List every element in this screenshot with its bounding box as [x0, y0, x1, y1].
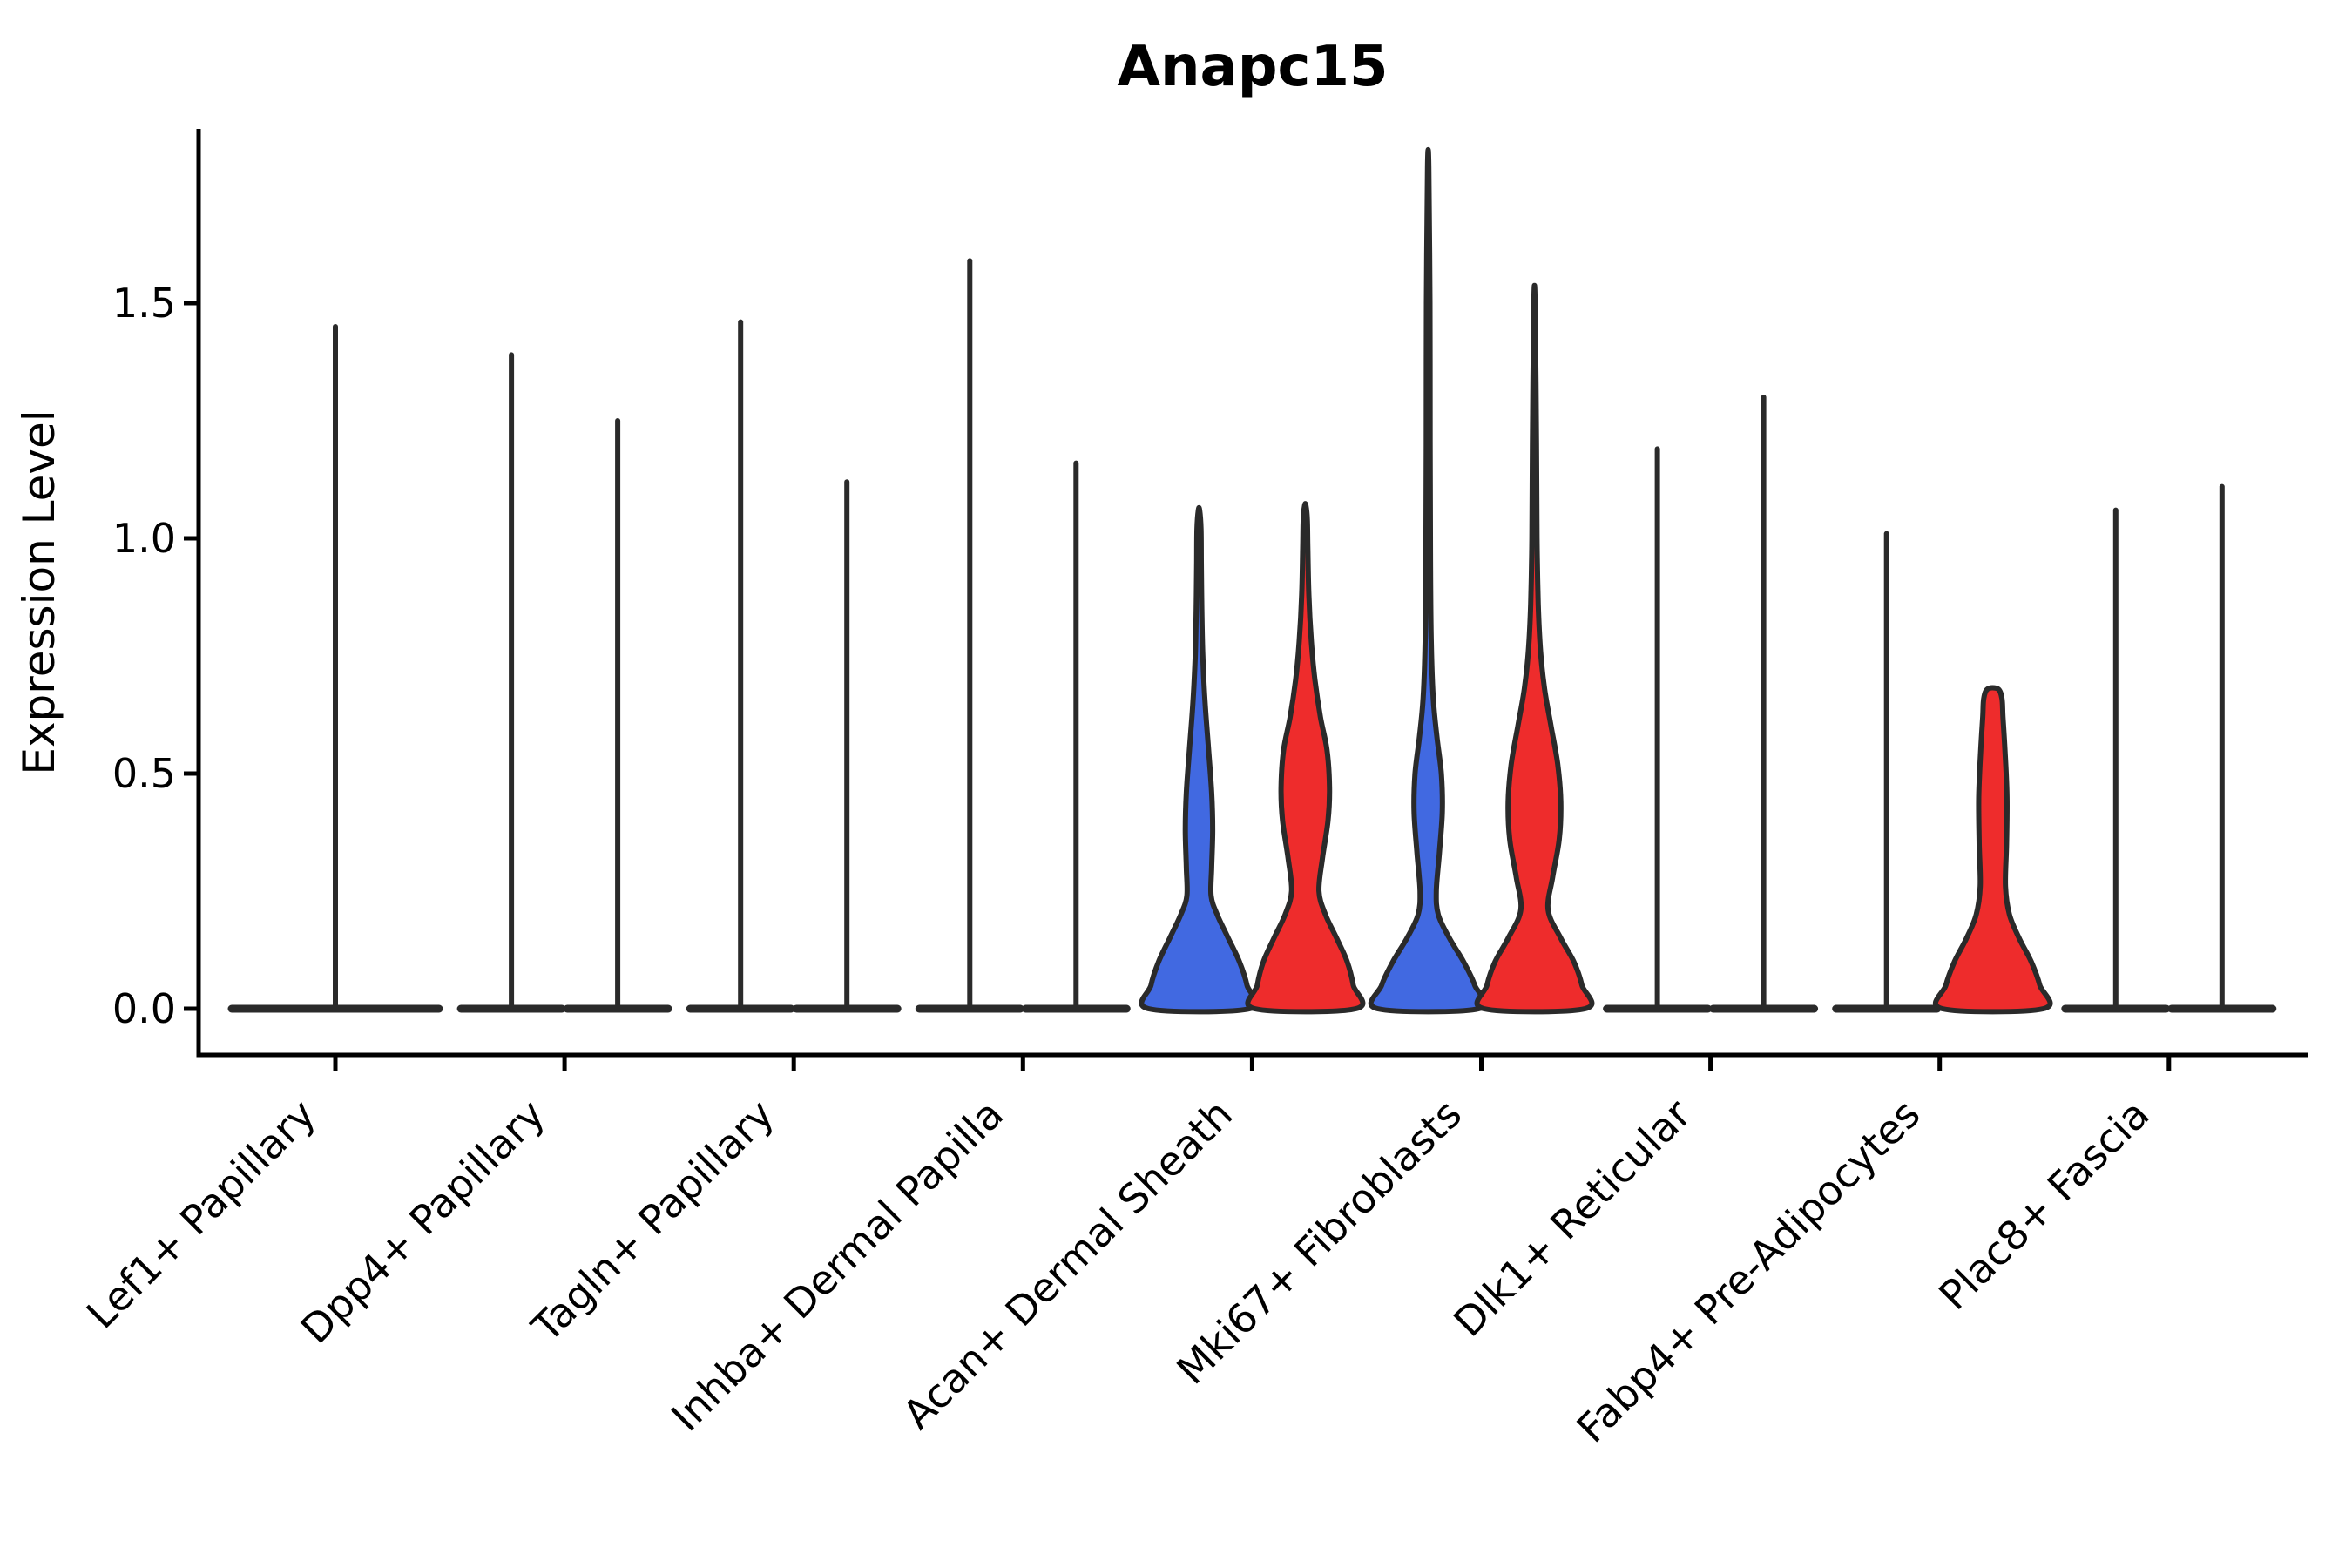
violin-shape [1368, 146, 1489, 1015]
y-tick-label: 0.5 [112, 750, 176, 797]
y-axis-label: Expression Level [14, 409, 64, 774]
x-tick-label: Tagln+ Papillary [522, 1091, 783, 1352]
violins-layer [227, 146, 2277, 1015]
violin-shape [1139, 504, 1260, 1015]
y-tick-label: 0.0 [112, 985, 176, 1032]
y-tick-label: 1.0 [112, 515, 176, 562]
y-tick-label: 1.5 [112, 280, 176, 327]
x-tick-label: Lef1+ Papillary [78, 1091, 325, 1338]
x-tick-label: Dpp4+ Papillary [292, 1091, 554, 1353]
violin-shape [1933, 685, 2053, 1015]
chart-title: Anapc15 [1117, 35, 1388, 99]
violin-shape [1474, 282, 1595, 1015]
violin-shape [1245, 501, 1366, 1015]
x-tick-label: Plac8+ Fascia [1930, 1091, 2158, 1319]
x-tick-label: Dlk1+ Reticular [1444, 1091, 1700, 1346]
